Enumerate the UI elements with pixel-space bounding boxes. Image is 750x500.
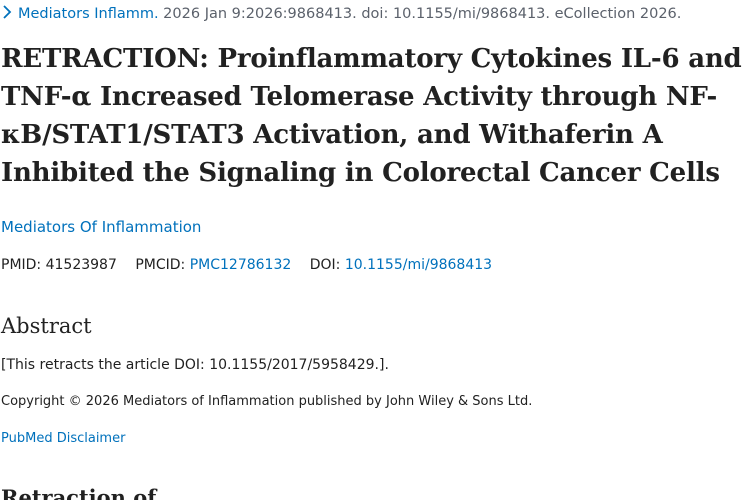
- doi-link[interactable]: 10.1155/mi/9868413: [344, 257, 493, 273]
- abstract-heading: Abstract: [1, 314, 92, 338]
- journal-citation-link[interactable]: Mediators Inflamm.: [2, 5, 159, 22]
- journal-name-link[interactable]: Mediators Of Inflammation: [1, 218, 202, 236]
- pubmed-disclaimer-link[interactable]: PubMed Disclaimer: [1, 431, 126, 446]
- pmid-value: 41523987: [45, 257, 117, 273]
- article-title: RETRACTION: Proinflammatory Cytokines IL…: [1, 44, 742, 188]
- pmcid-label: PMCID:: [135, 257, 186, 273]
- copyright-text: Copyright © 2026 Mediators of Inflammati…: [1, 394, 533, 409]
- citation-line: Mediators Inflamm. 2026 Jan 9:2026:98684…: [2, 4, 681, 24]
- journal-abbrev: Mediators Inflamm.: [18, 6, 159, 22]
- doi-label: DOI:: [309, 257, 341, 273]
- abstract-text: [This retracts the article DOI: 10.1155/…: [1, 357, 389, 373]
- pmcid-link[interactable]: PMC12786132: [189, 257, 292, 273]
- retraction-of-heading: Retraction of: [1, 485, 157, 500]
- chevron-right-icon: [3, 5, 12, 19]
- identifiers-line: PMID: 41523987 PMCID: PMC12786132 DOI: 1…: [1, 255, 492, 275]
- citation-details: 2026 Jan 9:2026:9868413. doi: 10.1155/mi…: [158, 6, 682, 22]
- pmid-label: PMID:: [1, 257, 42, 273]
